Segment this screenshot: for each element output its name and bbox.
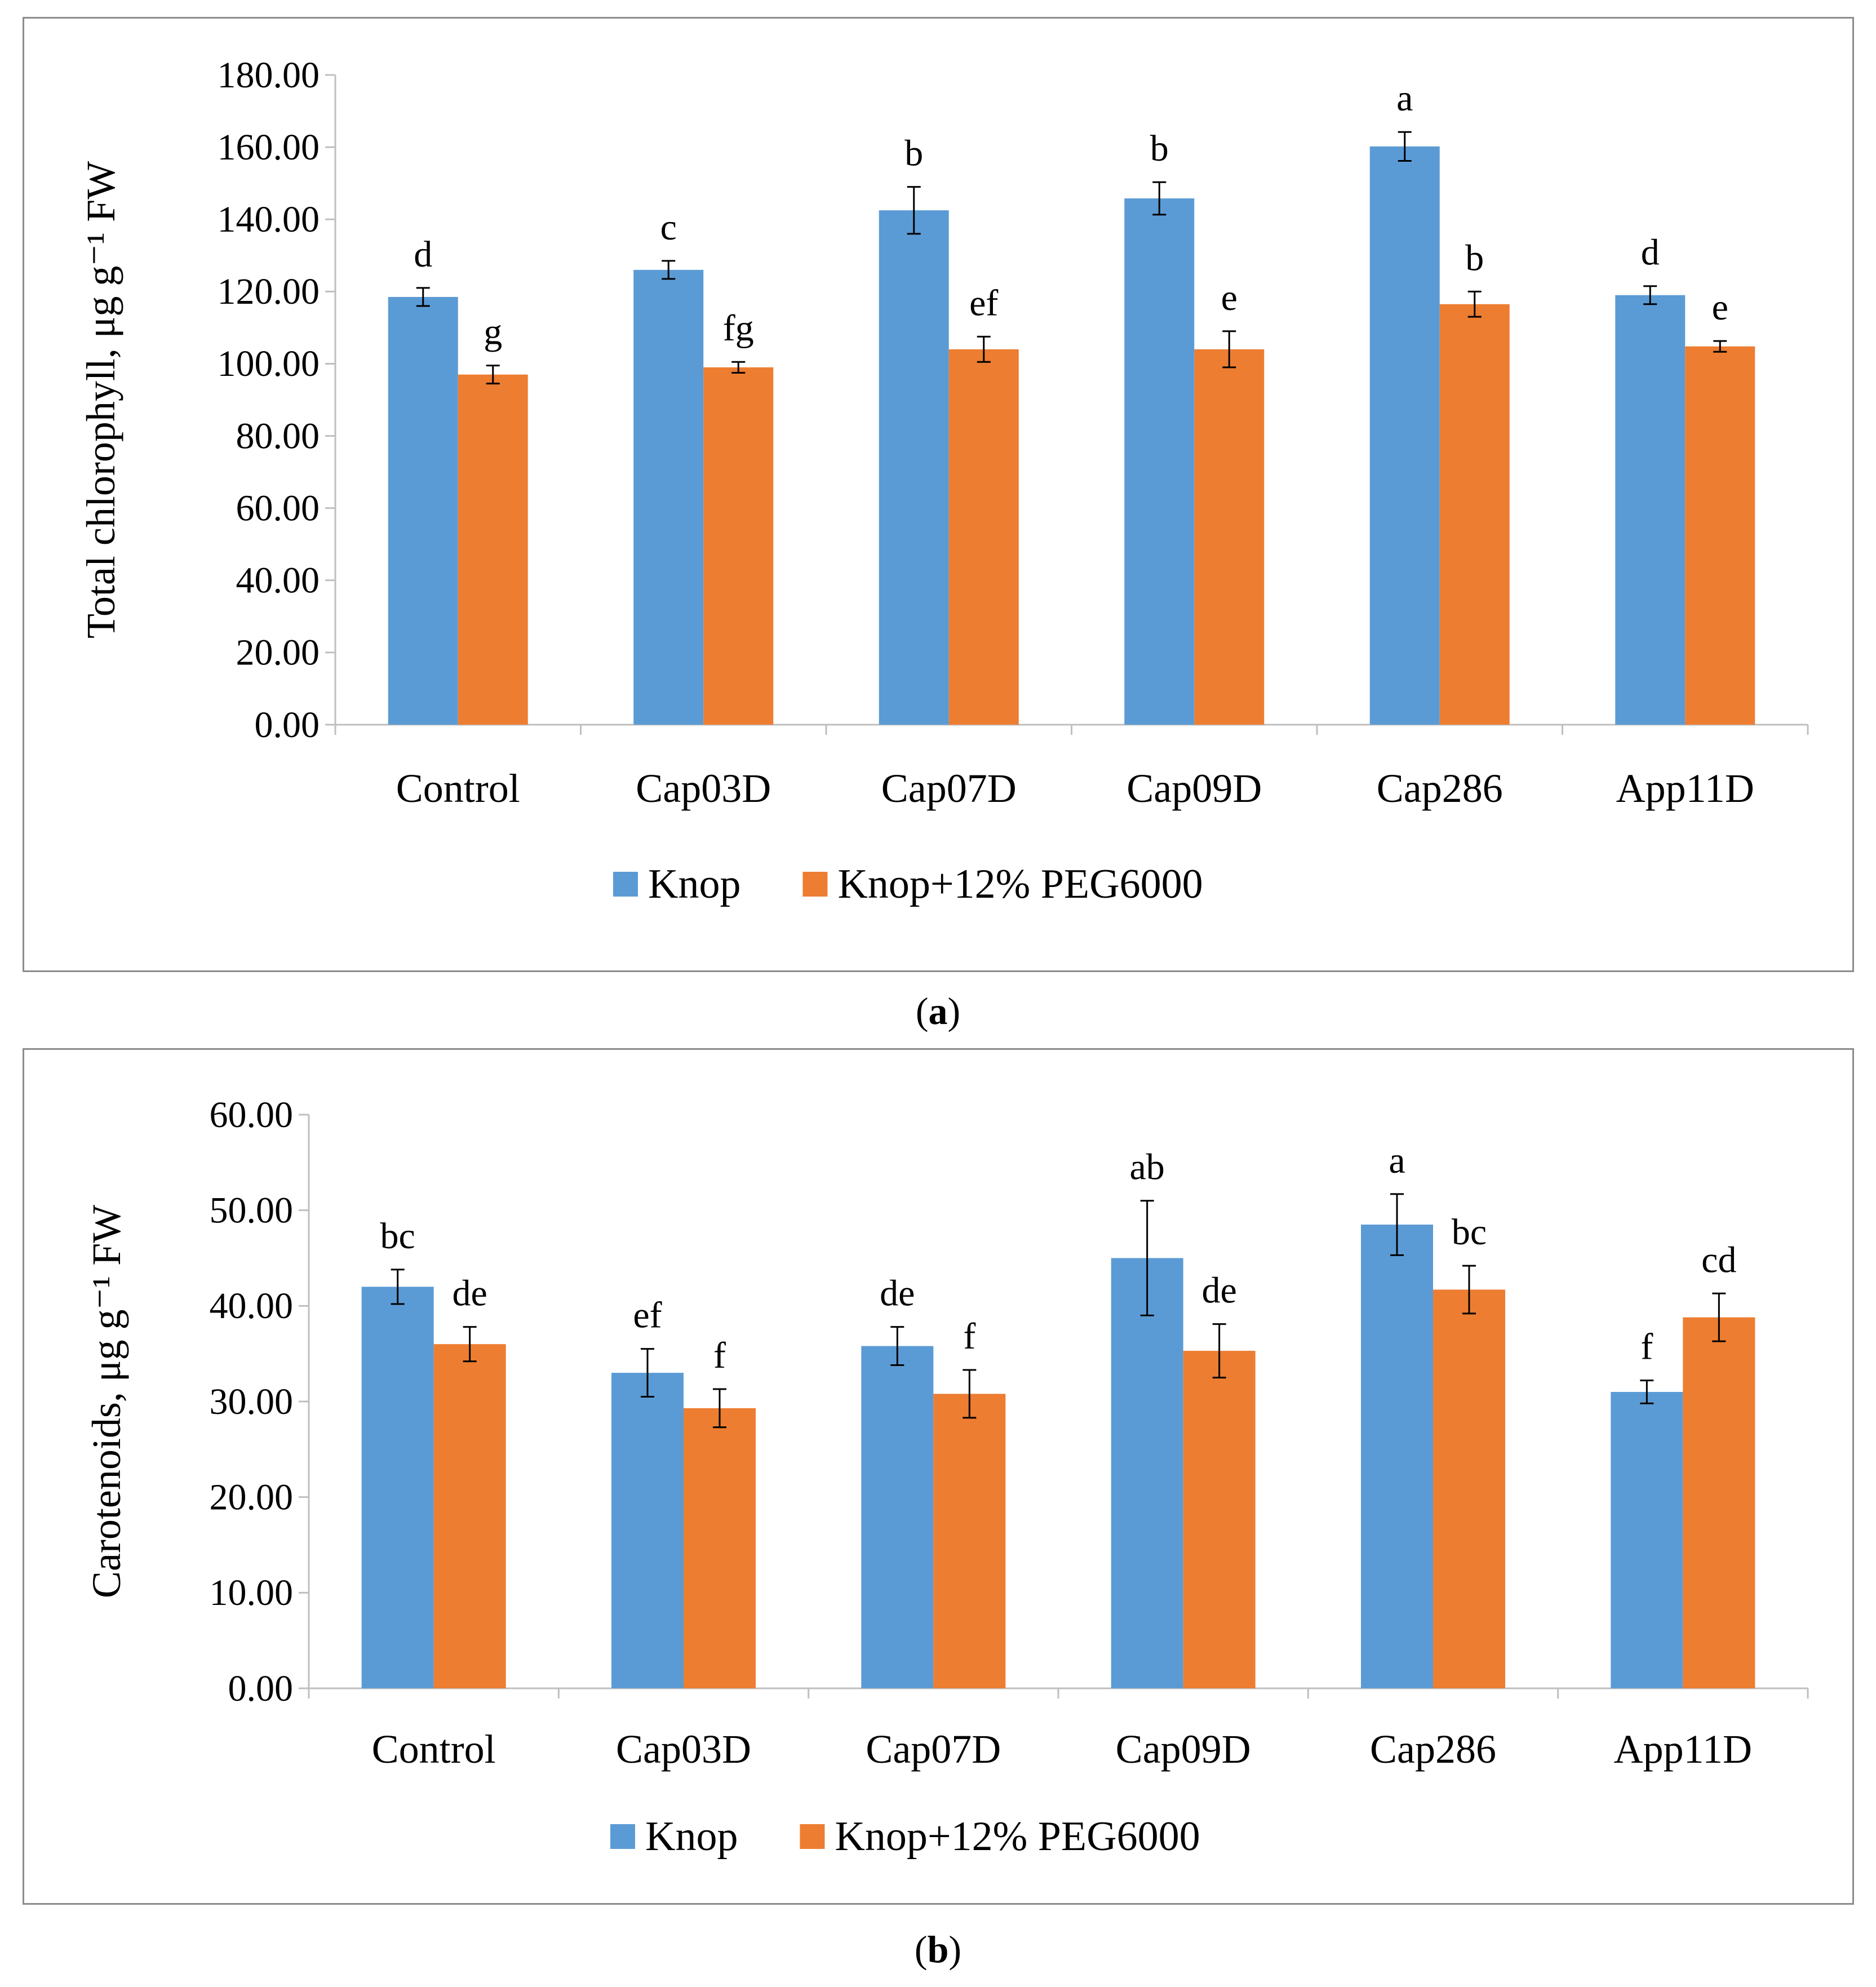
significance-letter: bc [380, 1216, 415, 1257]
legend-label-knop: Knop [645, 1813, 738, 1860]
y-tick-label: 10.00 [210, 1572, 294, 1613]
y-tick-label: 120.00 [218, 271, 320, 312]
bar-knop-cap03d [633, 269, 704, 725]
y-tick-label: 180.00 [218, 55, 320, 96]
chart-b-svg: 0.00 10.00 20.00 30.00 40.00 50.00 60.00 Carote… [84, 1094, 1809, 1860]
significance-letter: c [660, 207, 677, 248]
legend-swatch-knop [610, 1824, 635, 1849]
caption-b: (b) [914, 1928, 962, 1971]
y-tick-label: 20.00 [236, 632, 320, 673]
bar-knop-cap286 [1369, 146, 1440, 725]
significance-letter: de [1202, 1270, 1237, 1311]
significance-letter: ef [969, 282, 998, 323]
significance-letter: a [1389, 1140, 1405, 1181]
bar-knop-cap09d [1124, 198, 1195, 725]
legend-swatch-knop [613, 872, 638, 897]
y-axis-label: Carotenoids, μg g⁻¹ FW [84, 1205, 129, 1598]
y-tick-label: 40.00 [210, 1285, 294, 1327]
significance-letter: f [713, 1335, 726, 1376]
x-category-label: Control [396, 766, 520, 811]
significance-letter: b [1150, 128, 1169, 169]
significance-letter: g [484, 312, 502, 353]
x-category-label: Cap07D [866, 1727, 1001, 1772]
bar-peg-cap286 [1433, 1289, 1505, 1688]
bar-knop-control [388, 296, 458, 725]
legend-label-knop: Knop [648, 861, 740, 907]
significance-letter: f [963, 1316, 975, 1357]
y-tick-label: 60.00 [210, 1094, 294, 1136]
significance-letter: d [1641, 232, 1660, 273]
x-category-label: Cap07D [881, 766, 1017, 811]
significance-letter: b [1465, 237, 1484, 278]
significance-letter: de [880, 1273, 915, 1314]
bar-peg-cap286 [1439, 304, 1510, 725]
y-tick-label: 0.00 [255, 704, 320, 746]
y-tick-label: 160.00 [218, 127, 320, 168]
x-category-label: App11D [1614, 1727, 1752, 1772]
bar-knop-control [361, 1287, 434, 1688]
bar-knop-app11d [1611, 1392, 1683, 1688]
caption-a-label: a [928, 990, 948, 1032]
bar-knop-cap09d [1111, 1258, 1183, 1688]
y-tick-label: 30.00 [210, 1381, 294, 1422]
bar-knop-cap07d [879, 210, 949, 725]
y-tick-label: 0.00 [228, 1668, 294, 1709]
bar-peg-app11d [1683, 1317, 1755, 1688]
bar-peg-cap03d [684, 1408, 756, 1688]
significance-letter: bc [1452, 1212, 1487, 1253]
significance-letter: ef [633, 1295, 662, 1336]
x-category-label: Cap09D [1127, 766, 1262, 811]
x-category-label: Cap286 [1377, 766, 1503, 811]
legend-swatch-peg [800, 1824, 825, 1849]
y-tick-label: 140.00 [218, 199, 320, 240]
x-category-label: App11D [1616, 766, 1754, 811]
bar-peg-cap09d [1183, 1351, 1256, 1688]
y-axis-label: Total chlorophyll, μg g⁻¹ FW [78, 161, 123, 638]
significance-letter: d [414, 234, 432, 275]
bar-peg-cap07d [948, 349, 1019, 725]
caption-b-label: b [927, 1928, 949, 1971]
bar-peg-cap09d [1194, 349, 1265, 725]
significance-letter: e [1712, 287, 1728, 328]
bar-peg-app11d [1685, 346, 1755, 725]
x-category-label: Cap286 [1370, 1727, 1496, 1772]
bar-peg-control [433, 1344, 506, 1688]
y-tick-label: 100.00 [218, 343, 320, 384]
bar-knop-cap03d [611, 1373, 684, 1688]
x-category-label: Cap03D [636, 766, 771, 811]
chart-panel-b: 0.00 10.00 20.00 30.00 40.00 50.00 60.00 Carote… [23, 1048, 1854, 1905]
significance-letter: de [453, 1273, 487, 1314]
x-category-label: Control [372, 1727, 496, 1772]
legend-label-peg: Knop+12% PEG6000 [837, 861, 1203, 907]
caption-a: (a) [915, 990, 961, 1032]
chart-a-svg: 0.00 20.00 40.00 60.00 80.00 100.00 120.00 140.… [78, 55, 1809, 907]
x-category-label: Cap03D [616, 1727, 751, 1772]
significance-letter: cd [1701, 1239, 1736, 1280]
bar-peg-control [458, 374, 528, 725]
y-tick-label: 50.00 [210, 1190, 294, 1231]
significance-letter: a [1396, 78, 1413, 119]
bar-knop-cap286 [1361, 1225, 1433, 1688]
y-tick-label: 60.00 [236, 487, 320, 529]
significance-letter: fg [723, 308, 754, 349]
y-tick-label: 20.00 [210, 1476, 294, 1518]
bar-knop-cap07d [861, 1346, 934, 1688]
legend-swatch-peg [802, 872, 828, 897]
x-category-label: Cap09D [1116, 1727, 1251, 1772]
significance-letter: ab [1130, 1147, 1165, 1188]
significance-letter: e [1221, 277, 1238, 318]
bar-peg-cap03d [703, 367, 774, 725]
significance-letter: f [1640, 1327, 1653, 1368]
y-tick-label: 80.00 [236, 415, 320, 456]
chart-panel-a: 0.00 20.00 40.00 60.00 80.00 100.00 120.00 140.… [23, 17, 1854, 972]
y-tick-label: 40.00 [236, 560, 320, 601]
bar-peg-cap07d [933, 1394, 1006, 1688]
bar-knop-app11d [1615, 295, 1686, 725]
legend-label-peg: Knop+12% PEG6000 [835, 1813, 1200, 1860]
significance-letter: b [904, 133, 923, 174]
